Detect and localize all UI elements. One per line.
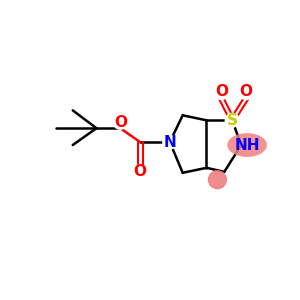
Text: O: O	[134, 164, 147, 179]
Circle shape	[113, 115, 127, 129]
Circle shape	[214, 85, 228, 100]
Circle shape	[163, 135, 177, 149]
Ellipse shape	[227, 133, 267, 157]
Text: O: O	[215, 84, 228, 99]
Text: NH: NH	[234, 137, 260, 152]
Circle shape	[208, 171, 226, 189]
Text: O: O	[114, 115, 127, 130]
Text: O: O	[240, 84, 253, 99]
Circle shape	[239, 85, 253, 100]
Circle shape	[133, 165, 147, 179]
Text: S: S	[227, 113, 238, 128]
Text: N: N	[164, 135, 176, 150]
Circle shape	[225, 113, 239, 127]
